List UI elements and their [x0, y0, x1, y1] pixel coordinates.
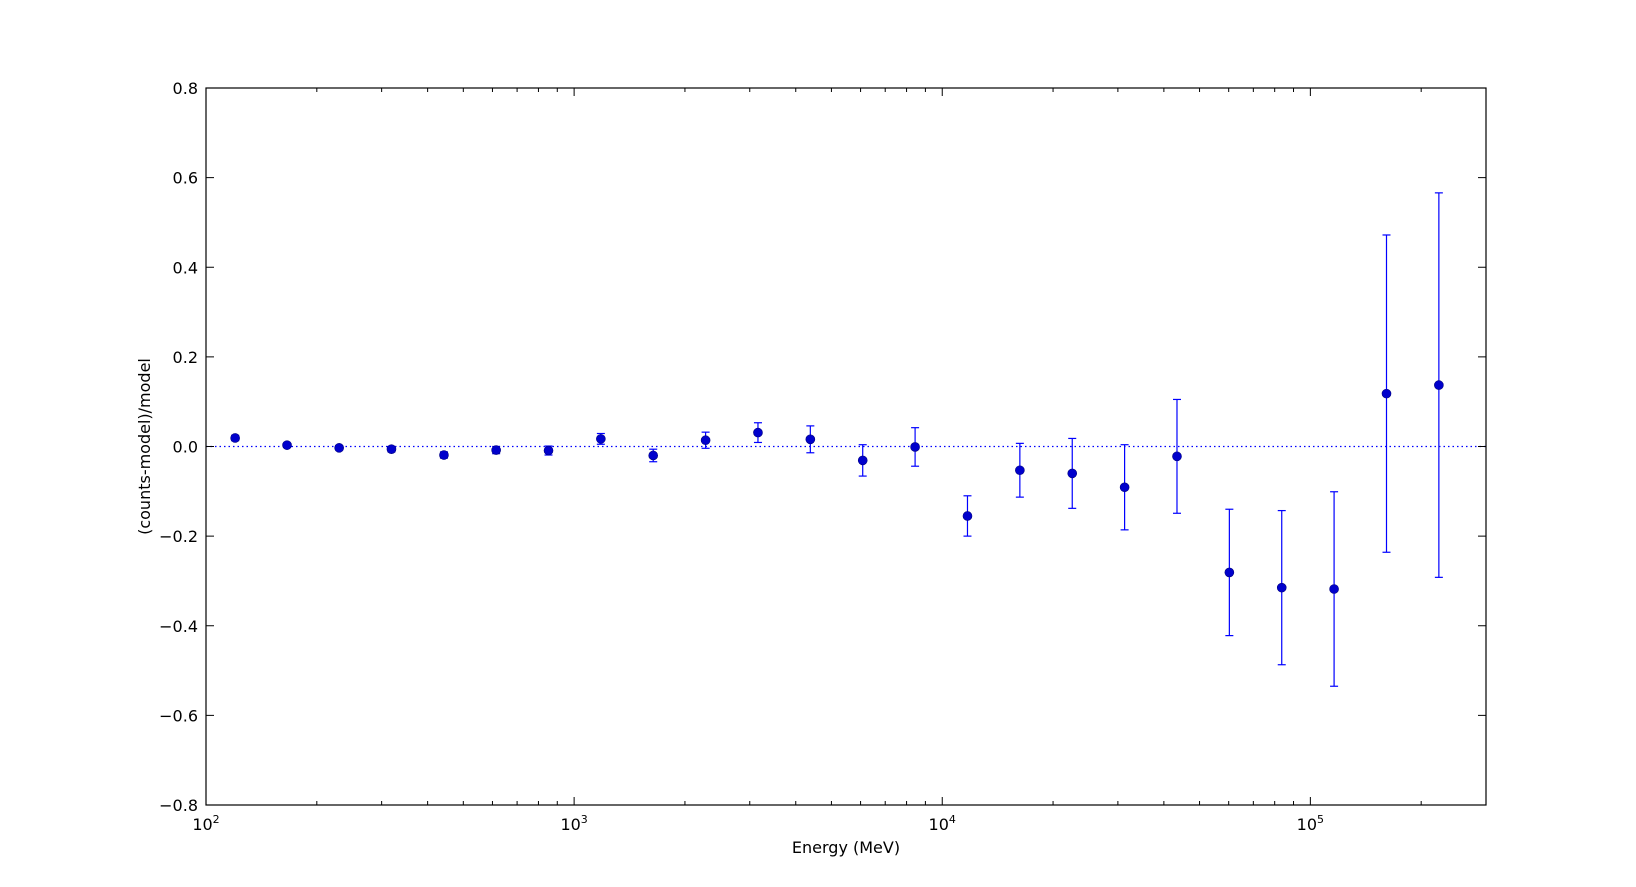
data-point: [386, 444, 397, 454]
plot-area: [206, 192, 1486, 687]
x-tick-label: 104: [929, 813, 956, 834]
data-point-group: [1276, 509, 1287, 666]
data-point: [596, 434, 606, 444]
y-tick-label: 0.4: [173, 258, 198, 277]
data-point-group: [962, 495, 973, 537]
data-point: [857, 455, 868, 466]
data-point: [648, 450, 659, 461]
x-axis-label: Energy (MeV): [792, 838, 900, 857]
data-point: [805, 434, 816, 445]
y-tick-label: 0.6: [173, 169, 198, 188]
data-point: [700, 435, 711, 446]
data-point-group: [386, 444, 397, 454]
data-point: [230, 433, 240, 443]
data-point-group: [439, 450, 449, 460]
data-point: [282, 440, 292, 450]
data-point: [1015, 465, 1025, 476]
data-point-group: [1067, 437, 1078, 509]
y-tick-label: −0.6: [159, 706, 198, 725]
data-point: [1276, 582, 1287, 593]
x-tick-label: 103: [560, 813, 587, 834]
data-point-group: [1119, 444, 1130, 531]
y-axis-label: (counts-model)/model: [135, 358, 154, 535]
y-tick-label: −0.4: [159, 617, 198, 636]
data-point-group: [910, 427, 920, 467]
data-point-group: [1381, 234, 1392, 553]
data-point-group: [491, 445, 501, 455]
data-point-group: [596, 432, 606, 445]
data-point: [543, 445, 554, 456]
data-point: [1224, 567, 1235, 578]
data-point: [1381, 388, 1392, 399]
y-tick-label: 0.8: [173, 79, 198, 98]
y-tick-label: −0.8: [159, 796, 198, 815]
data-point-group: [1015, 442, 1025, 498]
data-point: [1119, 482, 1130, 493]
data-point-group: [282, 440, 292, 450]
data-point-group: [805, 425, 816, 454]
data-point-group: [334, 443, 344, 453]
data-point: [1067, 468, 1078, 479]
data-point: [491, 445, 501, 455]
data-point: [1434, 380, 1444, 390]
data-point-group: [857, 444, 868, 477]
axes: 102 103 104 105 −0.8 −0.6 −0.4 −0.2 0.0 0.2 0.4 0.6…: [159, 79, 1487, 834]
data-point: [439, 450, 449, 460]
y-tick-label: 0.0: [173, 438, 198, 457]
x-tick-label: 102: [192, 813, 219, 834]
x-tick-label: 105: [1297, 813, 1324, 834]
data-point-group: [753, 422, 763, 444]
data-point-group: [1329, 491, 1339, 687]
data-point: [334, 443, 344, 453]
data-point-group: [700, 431, 711, 449]
y-tick-label: 0.2: [173, 348, 198, 367]
data-point: [753, 427, 763, 438]
y-tick-label: −0.2: [159, 527, 198, 546]
data-point: [1172, 451, 1182, 462]
data-point-group: [1172, 398, 1182, 514]
data-point: [962, 511, 973, 521]
data-point: [1329, 584, 1339, 594]
data-point-group: [230, 433, 240, 443]
data-point: [910, 442, 920, 452]
data-point-group: [1434, 192, 1444, 578]
data-point-group: [648, 448, 659, 463]
data-point-group: [1224, 508, 1235, 637]
data-point-group: [543, 445, 554, 456]
